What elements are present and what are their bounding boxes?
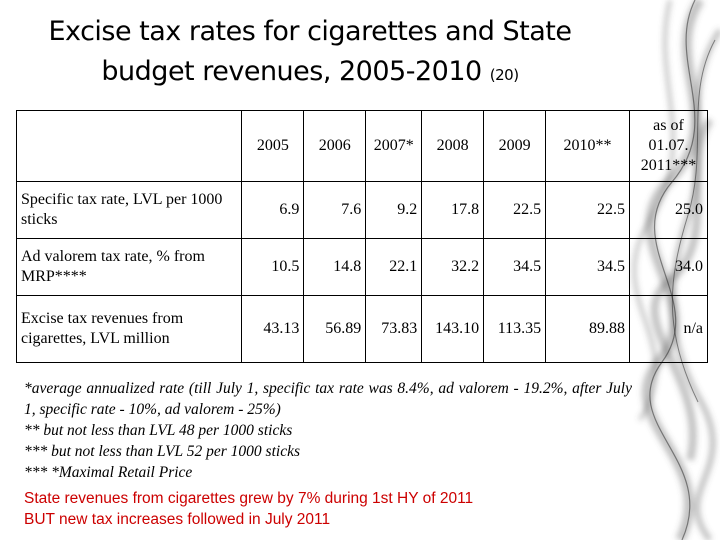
- table-cell: 89.88: [545, 295, 630, 363]
- title-line-1: Excise tax rates for cigarettes and Stat…: [48, 16, 573, 47]
- header-2007: 2007*: [365, 110, 423, 182]
- title-line-2: budget revenues, 2005-2010: [101, 56, 482, 87]
- table-row: Specific tax rate, LVL per 1000 sticks 6…: [15, 181, 708, 239]
- header-empty: [15, 110, 243, 182]
- table-cell: 7.6: [303, 181, 367, 239]
- table-cell: 113.35: [483, 295, 547, 363]
- table-cell: 22.5: [545, 181, 630, 239]
- table-cell: 10.5: [241, 238, 305, 296]
- table-cell: 17.8: [421, 181, 485, 239]
- highlight-text: State revenues from cigarettes grew by 7…: [24, 488, 473, 530]
- footnote: *** *Maximal Retail Price: [24, 464, 193, 481]
- header-2009: 2009: [483, 110, 547, 182]
- table-cell: 14.8: [303, 238, 367, 296]
- header-2008: 2008: [421, 110, 485, 182]
- footnote: ** but not less than LVL 48 per 1000 sti…: [24, 422, 293, 439]
- table-cell: 25.0: [629, 181, 708, 239]
- table-cell: 43.13: [241, 295, 305, 363]
- table-cell: 34.5: [545, 238, 630, 296]
- footnotes: *average annualized rate (till July 1, s…: [24, 378, 632, 483]
- footnote: *** but not less than LVL 52 per 1000 st…: [24, 443, 300, 460]
- table-row: Excise tax revenues from cigarettes, LVL…: [15, 295, 708, 363]
- header-2005: 2005: [241, 110, 305, 182]
- table-cell: 34.0: [629, 238, 708, 296]
- table-cell: 34.5: [483, 238, 547, 296]
- table-header-row: 2005 2006 2007* 2008 2009 2010** as of 0…: [15, 110, 708, 182]
- highlight-line-1: State revenues from cigarettes grew by 7…: [24, 490, 474, 507]
- excise-tax-table: 2005 2006 2007* 2008 2009 2010** as of 0…: [15, 110, 708, 363]
- header-2010: 2010**: [545, 110, 630, 182]
- row-label: Specific tax rate, LVL per 1000 sticks: [15, 181, 243, 239]
- table-row: Ad valorem tax rate, % from MRP**** 10.5…: [15, 238, 708, 296]
- table-cell: 9.2: [365, 181, 423, 239]
- header-2011: as of 01.07. 2011***: [629, 110, 708, 182]
- slide-number: (20): [489, 66, 519, 84]
- table-cell: n/a: [629, 295, 708, 363]
- table-cell: 73.83: [365, 295, 423, 363]
- table-cell: 32.2: [421, 238, 485, 296]
- table-cell: 143.10: [421, 295, 485, 363]
- table-cell: 22.5: [483, 181, 547, 239]
- table-cell: 22.1: [365, 238, 423, 296]
- highlight-line-2: BUT new tax increases followed in July 2…: [24, 511, 331, 528]
- row-label: Excise tax revenues from cigarettes, LVL…: [15, 295, 243, 363]
- slide-title: Excise tax rates for cigarettes and Stat…: [0, 12, 620, 95]
- table-cell: 56.89: [303, 295, 367, 363]
- table-cell: 6.9: [241, 181, 305, 239]
- footnote: *average annualized rate (till July 1, s…: [24, 380, 632, 418]
- row-label: Ad valorem tax rate, % from MRP****: [15, 238, 243, 296]
- header-2006: 2006: [303, 110, 367, 182]
